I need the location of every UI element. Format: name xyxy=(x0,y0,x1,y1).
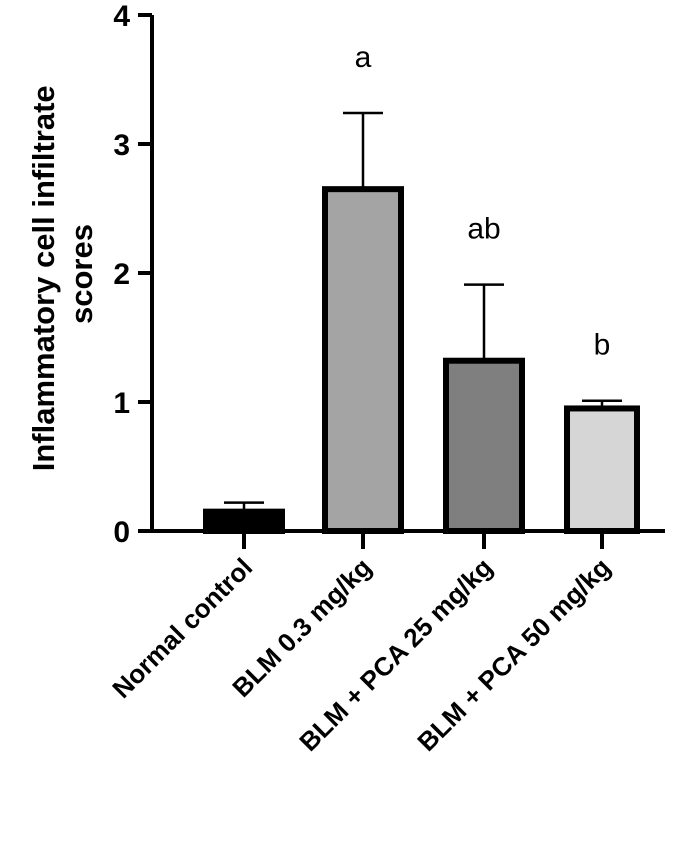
y-tick-label: 0 xyxy=(113,516,130,549)
y-axis-label-line-2: scores xyxy=(64,224,99,324)
significance-label: ab xyxy=(467,213,500,246)
y-axis-label-line-1: Inflammatory cell infiltrate xyxy=(26,85,61,471)
bar xyxy=(322,186,404,534)
bar xyxy=(564,405,640,535)
bar xyxy=(443,357,525,534)
error-bars-group xyxy=(224,111,622,512)
y-ticks-group: 0 1 2 3 4 xyxy=(113,0,152,549)
x-ticks-group xyxy=(242,531,604,549)
bars-group xyxy=(203,186,640,535)
y-tick-label: 3 xyxy=(113,129,130,162)
significance-label: b xyxy=(594,329,611,362)
significance-labels-group: a ab b xyxy=(355,41,611,362)
y-tick-label: 4 xyxy=(113,0,130,33)
y-tick-label: 1 xyxy=(113,387,130,420)
x-category-label: BLM + PCA 50 mg/kg xyxy=(411,552,616,757)
y-tick-label: 2 xyxy=(113,258,130,291)
bar xyxy=(203,508,285,534)
y-axis-label: Inflammatory cell infiltrate scores xyxy=(26,77,99,472)
significance-label: a xyxy=(355,41,372,74)
